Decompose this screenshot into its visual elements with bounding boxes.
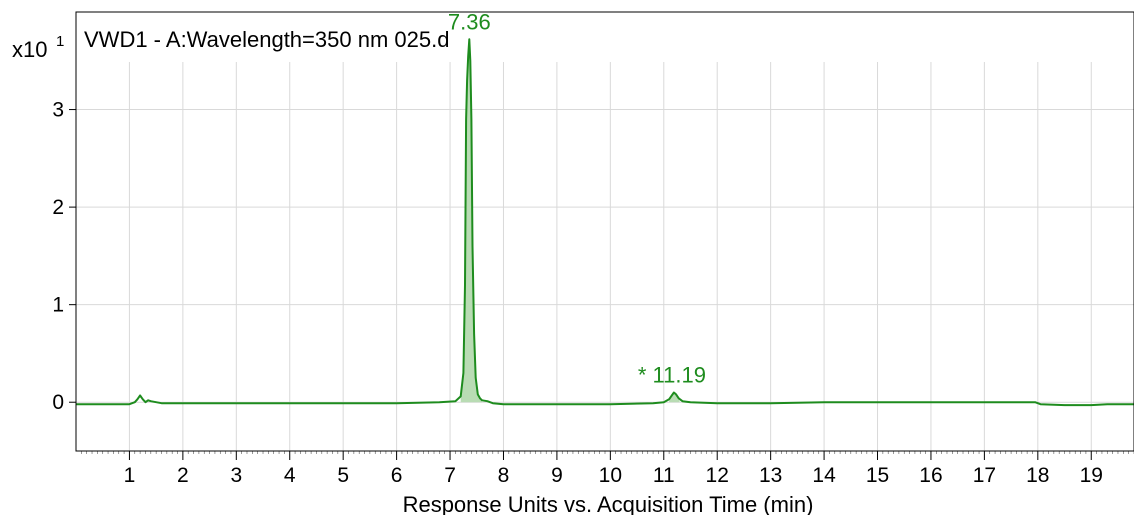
x-tick-label: 8 xyxy=(498,464,510,487)
x-tick-label: 11 xyxy=(653,464,675,487)
chart-title: VWD1 - A:Wavelength=350 nm 025.d xyxy=(84,27,449,52)
x-tick-label: 16 xyxy=(919,464,942,487)
x-tick-label: 17 xyxy=(973,464,996,487)
x-tick-label: 1 xyxy=(124,464,136,487)
y-tick-label: 3 xyxy=(52,99,64,122)
y-multiplier-label: x10 xyxy=(12,37,47,62)
x-tick-label: 5 xyxy=(337,464,349,487)
x-axis-label: Response Units vs. Acquisition Time (min… xyxy=(403,492,814,515)
x-tick-label: 7 xyxy=(444,464,456,487)
x-tick-label: 2 xyxy=(177,464,189,487)
grid-lines xyxy=(76,62,1134,451)
x-tick-label: 13 xyxy=(759,464,782,487)
y-tick-label: 0 xyxy=(52,391,64,414)
x-tick-label: 12 xyxy=(706,464,729,487)
peak-area-fill xyxy=(460,39,680,403)
x-tick-label: 14 xyxy=(812,464,836,487)
peak-label: * 11.19 xyxy=(638,362,706,387)
x-tick-label: 18 xyxy=(1026,464,1049,487)
x-tick-label: 6 xyxy=(391,464,403,487)
plot-frame xyxy=(75,11,1134,452)
y-tick-label: 2 xyxy=(52,196,64,219)
signal-trace xyxy=(76,38,1134,407)
y-multiplier-exponent: 1 xyxy=(56,33,64,50)
x-tick-label: 19 xyxy=(1080,464,1103,487)
x-tick-label: 10 xyxy=(599,464,622,487)
x-tick-label: 4 xyxy=(284,464,296,487)
x-tick-label: 9 xyxy=(551,464,563,487)
x-tick-label: 3 xyxy=(230,464,242,487)
x-tick-label: 15 xyxy=(866,464,889,487)
peak-label: 7.36 xyxy=(448,9,491,34)
peak-annotations: 7.36 * 11.19 xyxy=(448,9,706,387)
y-tick-label: 1 xyxy=(52,294,64,317)
y-axis-ticks: 0 1 2 3 xyxy=(52,99,76,414)
x-axis-ticks: 1 2 3 4 5 6 7 8 9 10 11 12 13 14 15 16 17 18 19 xyxy=(81,451,1134,487)
